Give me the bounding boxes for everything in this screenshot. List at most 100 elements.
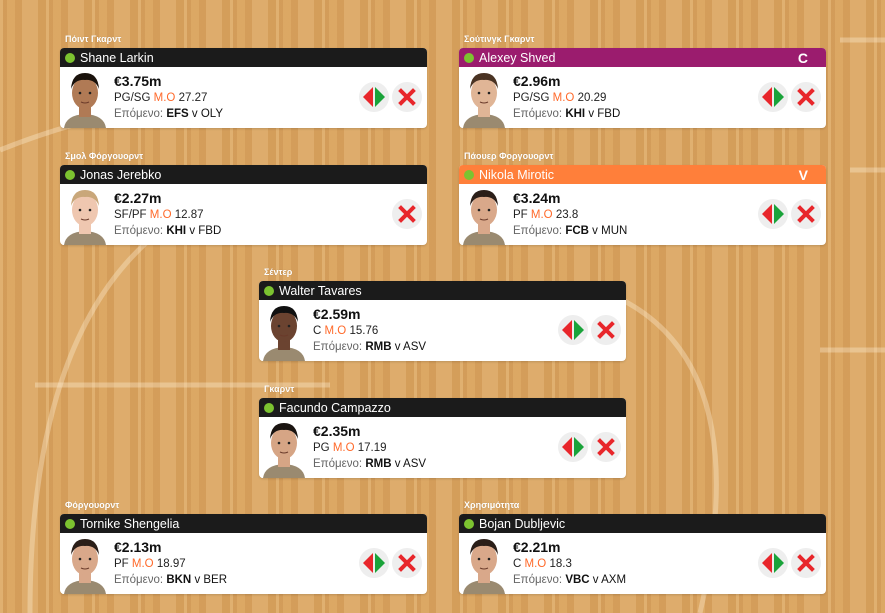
swap-player-button[interactable] [558, 315, 588, 345]
average-label: M.O [552, 92, 575, 104]
player-card-header: Nikola Mirotic V [459, 165, 826, 184]
opponent-code: AXM [601, 574, 627, 586]
status-ok-icon [464, 518, 474, 529]
opponent-code: ASV [403, 341, 427, 353]
average-points: 18.97 [156, 558, 186, 570]
swap-arrows-icon [562, 437, 584, 457]
team-code: EFS [166, 108, 189, 120]
remove-player-button[interactable] [791, 548, 821, 578]
status-ok-icon [464, 52, 474, 63]
team-code: FCB [565, 225, 589, 237]
player-photo [62, 184, 108, 245]
position-label: Πάουερ Φοργουορντ [464, 151, 554, 161]
player-price: €3.75m [114, 73, 162, 89]
average-label: M.O [149, 209, 172, 221]
player-card-header: Bojan Dubljevic [459, 514, 826, 533]
player-name[interactable]: Bojan Dubljevic [479, 516, 566, 531]
swap-player-button[interactable] [359, 82, 389, 112]
opponent-code: BER [203, 574, 228, 586]
player-photo [461, 67, 507, 128]
player-name[interactable]: Tornike Shengelia [80, 516, 180, 531]
next-fixture: Επόμενο: KHI v FBD [114, 223, 221, 239]
remove-player-button[interactable] [591, 432, 621, 462]
player-card[interactable]: Facundo Campazzo €2.35m PG M.O 17.19 Επό… [259, 398, 626, 478]
versus: v [592, 574, 599, 586]
next-fixture: Επόμενο: EFS v OLY [114, 106, 223, 122]
player-price: €2.13m [114, 539, 162, 555]
remove-player-button[interactable] [392, 199, 422, 229]
player-name[interactable]: Walter Tavares [279, 283, 362, 298]
remove-player-button[interactable] [392, 548, 422, 578]
position-label: Σμολ Φόργουορντ [65, 151, 144, 161]
swap-player-button[interactable] [758, 199, 788, 229]
swap-player-button[interactable] [758, 548, 788, 578]
versus: v [194, 574, 201, 586]
opponent-code: FBD [597, 108, 621, 120]
player-price: €2.96m [513, 73, 561, 89]
swap-player-button[interactable] [359, 548, 389, 578]
average-label: M.O [332, 442, 355, 454]
player-position: C [313, 325, 322, 337]
player-price: €2.59m [313, 306, 361, 322]
average-points: 15.76 [349, 325, 379, 337]
position-label: Φόργουορντ [65, 500, 120, 510]
player-card[interactable]: Nikola Mirotic V €3.24m PF M.O 23.8 Επόμ… [459, 165, 826, 245]
player-position: PF [513, 209, 528, 221]
remove-player-button[interactable] [591, 315, 621, 345]
position-label: Σούτινγκ Γκαρντ [464, 34, 535, 44]
close-icon [597, 321, 615, 339]
next-fixture: Επόμενο: BKN v BER [114, 572, 227, 588]
swap-player-button[interactable] [758, 82, 788, 112]
status-ok-icon [65, 518, 75, 529]
position-label: Σέντερ [264, 267, 293, 277]
average-label: M.O [324, 325, 347, 337]
player-photo [261, 300, 307, 361]
next-label: Επόμενο: [513, 574, 563, 586]
player-name[interactable]: Shane Larkin [80, 50, 154, 65]
next-fixture: Επόμενο: KHI v FBD [513, 106, 620, 122]
player-name[interactable]: Nikola Mirotic [479, 167, 555, 182]
player-price: €2.21m [513, 539, 561, 555]
swap-player-button[interactable] [558, 432, 588, 462]
status-ok-icon [464, 169, 474, 180]
team-code: RMB [365, 458, 392, 470]
remove-player-button[interactable] [392, 82, 422, 112]
versus: v [394, 458, 401, 470]
average-points: 27.27 [178, 92, 208, 104]
player-card-header: Walter Tavares [259, 281, 626, 300]
player-price: €2.35m [313, 423, 361, 439]
close-icon [797, 88, 815, 106]
player-stats: PF M.O 18.97 [114, 556, 227, 572]
player-position: C [513, 558, 522, 570]
player-card[interactable]: Tornike Shengelia €2.13m PF M.O 18.97 Επ… [60, 514, 427, 594]
next-label: Επόμενο: [513, 225, 563, 237]
player-card[interactable]: Shane Larkin €3.75m PG/SG M.O 27.27 Επόμ… [60, 48, 427, 128]
position-label: Πόιντ Γκαρντ [65, 34, 122, 44]
versus: v [394, 341, 401, 353]
close-icon [398, 554, 416, 572]
player-card[interactable]: Walter Tavares €2.59m C M.O 15.76 Επόμεν… [259, 281, 626, 361]
player-stats: PG/SG M.O 20.29 [513, 90, 620, 106]
player-stats: C M.O 15.76 [313, 323, 426, 339]
player-position: SF/PF [114, 209, 147, 221]
swap-arrows-icon [762, 553, 784, 573]
status-ok-icon [264, 402, 274, 413]
opponent-code: FBD [198, 225, 222, 237]
remove-player-button[interactable] [791, 199, 821, 229]
remove-player-button[interactable] [791, 82, 821, 112]
close-icon [597, 438, 615, 456]
player-card[interactable]: Jonas Jerebko €2.27m SF/PF M.O 12.87 Επό… [60, 165, 427, 245]
player-name[interactable]: Jonas Jerebko [80, 167, 162, 182]
average-points: 17.19 [357, 442, 387, 454]
player-price: €2.27m [114, 190, 162, 206]
player-name[interactable]: Facundo Campazzo [279, 400, 391, 415]
player-name[interactable]: Alexey Shved [479, 50, 556, 65]
player-card[interactable]: Alexey Shved C €2.96m PG/SG M.O 20.29 Επ… [459, 48, 826, 128]
player-card[interactable]: Bojan Dubljevic €2.21m C M.O 18.3 Επόμεν… [459, 514, 826, 594]
average-points: 18.3 [549, 558, 572, 570]
next-label: Επόμενο: [114, 108, 164, 120]
versus: v [588, 108, 595, 120]
versus: v [592, 225, 598, 237]
team-code: VBC [565, 574, 590, 586]
close-icon [398, 88, 416, 106]
